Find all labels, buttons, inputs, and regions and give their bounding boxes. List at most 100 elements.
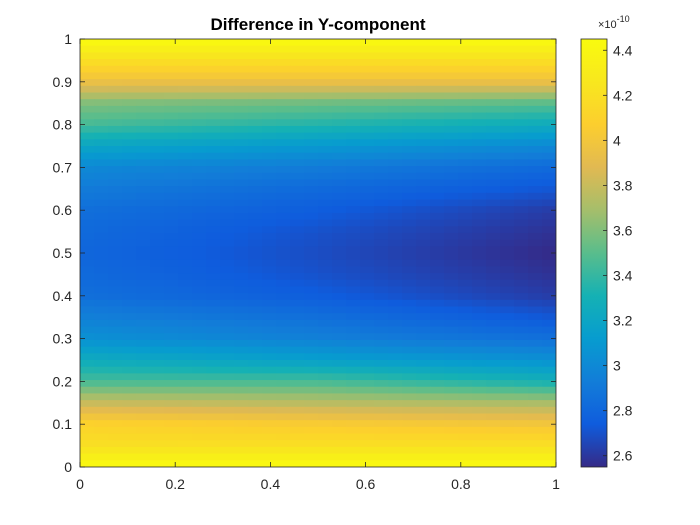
heatmap-cell (192, 293, 207, 301)
heatmap-cell (248, 152, 263, 160)
heatmap-cell (220, 366, 235, 374)
heatmap-cell (542, 299, 556, 308)
y-tick-label: 0.4 (53, 288, 73, 304)
heatmap-cell (402, 85, 417, 94)
heatmap-cell (164, 125, 179, 134)
heatmap-cell (458, 420, 473, 428)
heatmap-cell (164, 52, 179, 60)
heatmap-cell (472, 59, 487, 67)
heatmap-cell (150, 199, 165, 207)
heatmap-cell (136, 380, 151, 388)
heatmap-cell (122, 453, 137, 461)
heatmap-cell (360, 406, 375, 415)
heatmap-cell (248, 232, 263, 241)
heatmap-cell (164, 152, 179, 160)
heatmap-cell (500, 166, 515, 174)
heatmap-cell (458, 440, 473, 448)
heatmap-cell (430, 179, 445, 187)
heatmap-cell (374, 192, 389, 201)
heatmap-cell (304, 299, 319, 308)
heatmap-cell (192, 373, 207, 381)
heatmap-cell (514, 279, 529, 288)
heatmap-cell (206, 246, 221, 254)
heatmap-cell (150, 366, 165, 374)
heatmap-cell (332, 386, 347, 395)
heatmap-cell (374, 353, 389, 361)
heatmap-cell (332, 192, 347, 201)
heatmap-cell (402, 373, 417, 381)
heatmap-cell (332, 293, 347, 301)
heatmap-cell (248, 373, 263, 381)
heatmap-cell (108, 346, 123, 354)
heatmap-cell (122, 279, 137, 288)
heatmap-cell (276, 45, 291, 53)
heatmap-cell (122, 85, 137, 94)
heatmap-cell (178, 85, 193, 94)
heatmap-cell (332, 326, 347, 334)
heatmap-cell (360, 380, 375, 388)
heatmap-cell (234, 139, 249, 147)
heatmap-cell (150, 393, 165, 401)
heatmap-cell (234, 192, 249, 201)
heatmap-cell (514, 159, 529, 167)
heatmap-cell (192, 212, 207, 221)
heatmap-cell (486, 360, 501, 368)
heatmap-cell (458, 92, 473, 100)
heatmap-cell (220, 112, 235, 120)
heatmap-cell (178, 273, 193, 281)
heatmap-cell (528, 212, 543, 221)
heatmap-cell (94, 453, 109, 461)
heatmap-cell (472, 52, 487, 60)
heatmap-cell (276, 152, 291, 160)
heatmap-cell (332, 266, 347, 274)
heatmap-cell (402, 212, 417, 221)
heatmap-cell (402, 446, 417, 455)
heatmap-cell (192, 172, 207, 181)
heatmap-cell (528, 293, 543, 301)
heatmap-cell (360, 146, 375, 154)
heatmap-cell (220, 313, 235, 321)
heatmap-cell (192, 159, 207, 167)
heatmap-cell (248, 132, 263, 140)
heatmap-cell (528, 52, 543, 60)
heatmap-cell (94, 99, 109, 107)
heatmap-cell (192, 406, 207, 415)
heatmap-cell (360, 446, 375, 455)
heatmap-cell (486, 426, 501, 435)
heatmap-cell (500, 453, 515, 461)
heatmap-cell (136, 420, 151, 428)
heatmap-cell (234, 319, 249, 328)
heatmap-cell (136, 112, 151, 120)
heatmap-cell (122, 39, 137, 47)
heatmap-cell (94, 52, 109, 60)
heatmap-cell (542, 279, 556, 288)
heatmap-cell (164, 159, 179, 167)
heatmap-cell (80, 65, 95, 74)
heatmap-cell (262, 346, 277, 354)
heatmap-cell (262, 360, 277, 368)
heatmap-cell (332, 99, 347, 107)
heatmap-cell (248, 212, 263, 221)
heatmap-cell (374, 266, 389, 274)
heatmap-cell (178, 319, 193, 328)
heatmap-cell (276, 192, 291, 201)
heatmap-cell (262, 413, 277, 421)
heatmap-cell (262, 380, 277, 388)
heatmap-cell (388, 346, 403, 354)
heatmap-cell (290, 366, 305, 374)
heatmap-cell (486, 92, 501, 100)
heatmap-cell (542, 132, 556, 140)
heatmap-cell (262, 112, 277, 120)
heatmap-cell (206, 299, 221, 308)
heatmap-cell (528, 239, 543, 247)
heatmap-cell (150, 440, 165, 448)
heatmap-cell (94, 279, 109, 288)
heatmap-cell (388, 259, 403, 267)
heatmap-cell (290, 319, 305, 328)
heatmap-cell (136, 373, 151, 381)
heatmap-cell (276, 172, 291, 181)
heatmap-cell (430, 119, 445, 127)
heatmap-cell (164, 239, 179, 247)
heatmap-cell (318, 346, 333, 354)
heatmap-cell (150, 453, 165, 461)
